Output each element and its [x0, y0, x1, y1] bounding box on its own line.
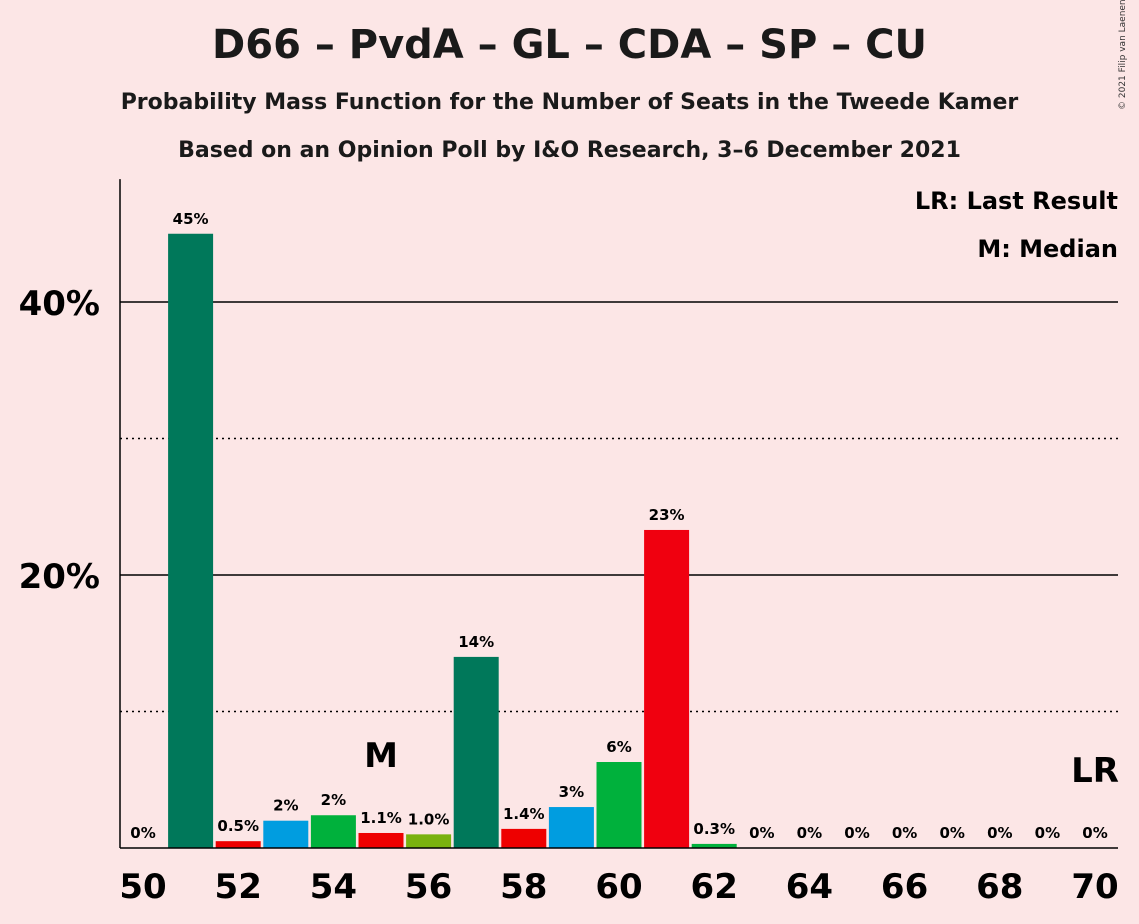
x-tick-label: 64 [786, 867, 833, 907]
data-label: 0.3% [693, 820, 735, 838]
data-label: 0% [987, 824, 1012, 842]
data-label: 23% [649, 506, 685, 524]
chart-subtitle: Probability Mass Function for the Number… [120, 90, 1019, 115]
data-label: 1.4% [503, 805, 545, 823]
data-label: 0.5% [217, 817, 259, 835]
data-label: 0% [844, 824, 869, 842]
x-tick-label: 50 [119, 867, 166, 907]
bar-seat-54 [310, 815, 356, 848]
data-label: 14% [458, 633, 494, 651]
data-labels: 0% 45% 0.5% 2% 2% 1.1% 1.0% 14% 1.4% 3% 6% 23% 0.3% 0… [130, 210, 1107, 842]
data-label: 1.1% [360, 809, 402, 827]
x-tick-label: 58 [500, 867, 547, 907]
data-label: 0% [749, 824, 774, 842]
grid-lines [120, 301, 1118, 713]
data-label: 0% [130, 824, 155, 842]
data-label: 0% [892, 824, 917, 842]
bar-seat-59 [548, 807, 594, 848]
x-tick-label: 60 [595, 867, 642, 907]
y-tick-label: 20% [19, 557, 100, 597]
data-label: 0% [1082, 824, 1107, 842]
last-result-marker: LR [1071, 751, 1119, 791]
x-tick-label: 56 [405, 867, 452, 907]
data-label: 2% [273, 797, 298, 815]
data-label: 1.0% [408, 810, 450, 828]
x-tick-label: 68 [976, 867, 1023, 907]
bar-seat-61 [644, 529, 690, 848]
x-tick-label: 62 [691, 867, 738, 907]
bar-seat-53 [263, 820, 309, 848]
bar-seat-51 [168, 233, 214, 848]
bars [168, 233, 737, 848]
data-label: 3% [559, 783, 584, 801]
x-tick-label: 52 [215, 867, 262, 907]
legend-median: M: Median [977, 235, 1118, 263]
data-label: 45% [173, 210, 209, 228]
y-tick-label: 40% [19, 284, 100, 324]
bar-seat-57 [453, 656, 499, 848]
bar-seat-56 [406, 834, 452, 848]
chart-source: Based on an Opinion Poll by I&O Research… [178, 138, 961, 163]
bar-seat-60 [596, 762, 642, 848]
legend-last-result: LR: Last Result [915, 187, 1118, 215]
bar-seat-62 [691, 843, 737, 848]
x-tick-label: 70 [1071, 867, 1118, 907]
data-label: 6% [606, 738, 631, 756]
data-label: 0% [1035, 824, 1060, 842]
chart-title: D66 – PvdA – GL – CDA – SP – CU [212, 22, 927, 68]
markers: M LR [364, 736, 1119, 791]
data-label: 0% [939, 824, 964, 842]
x-tick-label: 66 [881, 867, 928, 907]
median-marker: M [364, 736, 398, 776]
data-label: 2% [321, 791, 346, 809]
bar-seat-52 [215, 841, 261, 848]
x-tick-label: 54 [310, 867, 357, 907]
bar-seat-58 [501, 828, 547, 848]
axes: 20% 40% 50 52 54 56 58 60 62 64 66 68 70 [19, 179, 1119, 907]
bar-seat-55 [358, 832, 404, 848]
data-label: 0% [797, 824, 822, 842]
